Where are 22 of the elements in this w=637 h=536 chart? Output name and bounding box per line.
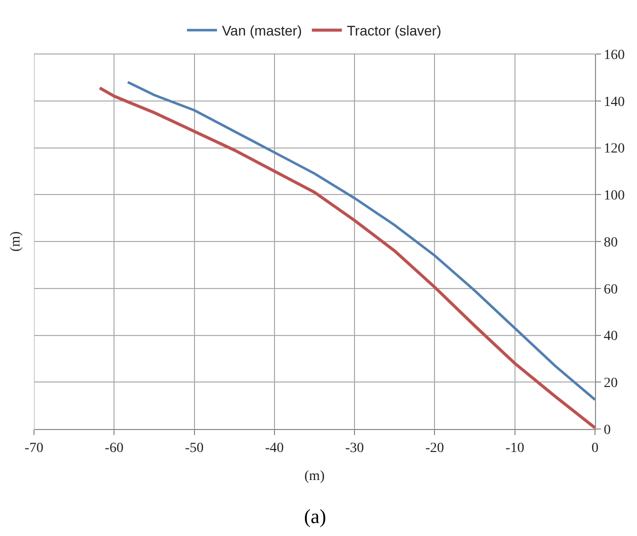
x-tick-label: -50 [184, 440, 204, 456]
y-tick-label: 0 [604, 422, 611, 438]
x-tick-label: -30 [345, 440, 364, 456]
text: (a) [304, 506, 326, 528]
x-axis-title: (m) [304, 469, 325, 484]
y-tick-label: 40 [604, 329, 618, 344]
x-tick-label: 0 [592, 440, 598, 456]
x-tick-label: -70 [24, 440, 44, 456]
x-tick-label: -40 [265, 440, 284, 456]
y-axis-title: (m) [8, 231, 24, 252]
x-tick-label: -10 [506, 440, 524, 456]
y-tick-label: 160 [604, 48, 625, 63]
y-tick-label: 100 [604, 188, 625, 204]
y-tick-label: 120 [604, 142, 625, 157]
x-tick-label: -20 [425, 440, 444, 456]
legend-label: Tractor (slaver) [346, 22, 442, 39]
y-tick-label: 20 [604, 376, 618, 392]
y-tick-label: 60 [604, 282, 618, 298]
legend-label: Van (master) [222, 22, 302, 39]
x-tick-label: -60 [104, 440, 124, 456]
y-tick-label: 140 [604, 94, 625, 110]
y-tick-label: 80 [604, 235, 618, 250]
